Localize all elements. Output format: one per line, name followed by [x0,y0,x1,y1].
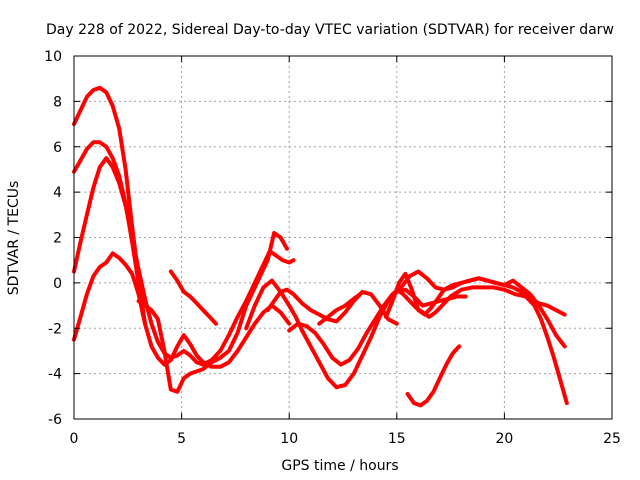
y-tick-label: -2 [48,321,62,337]
x-tick-label: 10 [280,431,298,447]
series-trace-f [168,269,218,326]
series-trace-e [136,231,289,394]
chart-title: Day 228 of 2022, Sidereal Day-to-day VTE… [46,22,614,38]
x-tick-label: 25 [603,431,621,447]
series-trace-i [287,269,567,367]
series-trace-l [405,344,462,408]
y-tick-label: 0 [53,276,62,292]
y-tick-label: 2 [53,231,62,247]
series-trace-m [317,292,363,326]
x-axis-ticks: 0 5 10 15 20 25 [70,56,621,447]
y-tick-label: -4 [48,367,62,383]
series-trace-d [72,251,292,369]
series-trace-j [384,271,567,349]
x-tick-label: 15 [388,431,406,447]
y-tick-label: 4 [53,185,62,201]
x-axis-label: GPS time / hours [281,458,398,474]
series-trace-k [394,285,569,406]
y-tick-label: 10 [44,49,62,65]
y-tick-label: 6 [53,140,62,156]
series-trace-a [72,85,147,326]
x-tick-label: 20 [495,431,513,447]
y-axis-label: SDTVAR / TECUs [6,181,22,296]
y-tick-label: 8 [53,94,62,110]
series-trace-g [244,278,468,390]
y-tick-label: -6 [48,412,62,428]
y-axis-ticks: -6 -4 -2 0 2 4 6 8 10 [44,49,612,428]
x-tick-label: 5 [177,431,186,447]
series-group [72,85,569,408]
grid [74,56,612,419]
x-tick-label: 0 [70,431,79,447]
